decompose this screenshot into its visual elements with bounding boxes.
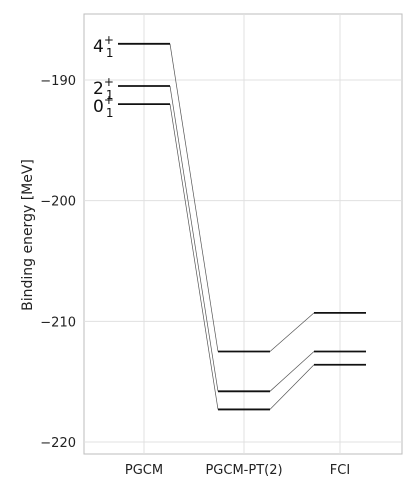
x-tick-label: PGCM xyxy=(125,463,163,478)
axis-ticks: −190 −200 −210 −220 PGCM PGCM-PT(2) FCI xyxy=(40,74,350,478)
level-labels: 0+ 12+ 1 4+ 1 xyxy=(93,33,114,120)
y-tick-label: −210 xyxy=(40,315,76,330)
level-connector xyxy=(269,364,315,410)
level-connector xyxy=(269,351,315,392)
x-tick-label: PGCM-PT(2) xyxy=(205,463,282,478)
grid-lines xyxy=(84,14,402,454)
plot-frame xyxy=(83,13,403,455)
state-label-0: 0+ 1 xyxy=(93,93,114,120)
energy-levels xyxy=(118,42,366,411)
level-connector xyxy=(169,85,219,392)
y-tick-label: −190 xyxy=(40,74,76,89)
state-label-2: 2+ 1 xyxy=(93,75,114,102)
y-tick-label: −220 xyxy=(40,436,76,451)
state-label-4: 4+ 1 xyxy=(93,33,114,60)
level-connector xyxy=(169,43,219,352)
level-connector xyxy=(169,104,219,410)
y-axis-label: Binding energy [MeV] xyxy=(20,159,36,311)
level-connector xyxy=(269,312,315,352)
y-tick-label: −200 xyxy=(40,195,76,210)
x-tick-label: FCI xyxy=(330,463,350,478)
level-connectors xyxy=(169,43,315,410)
